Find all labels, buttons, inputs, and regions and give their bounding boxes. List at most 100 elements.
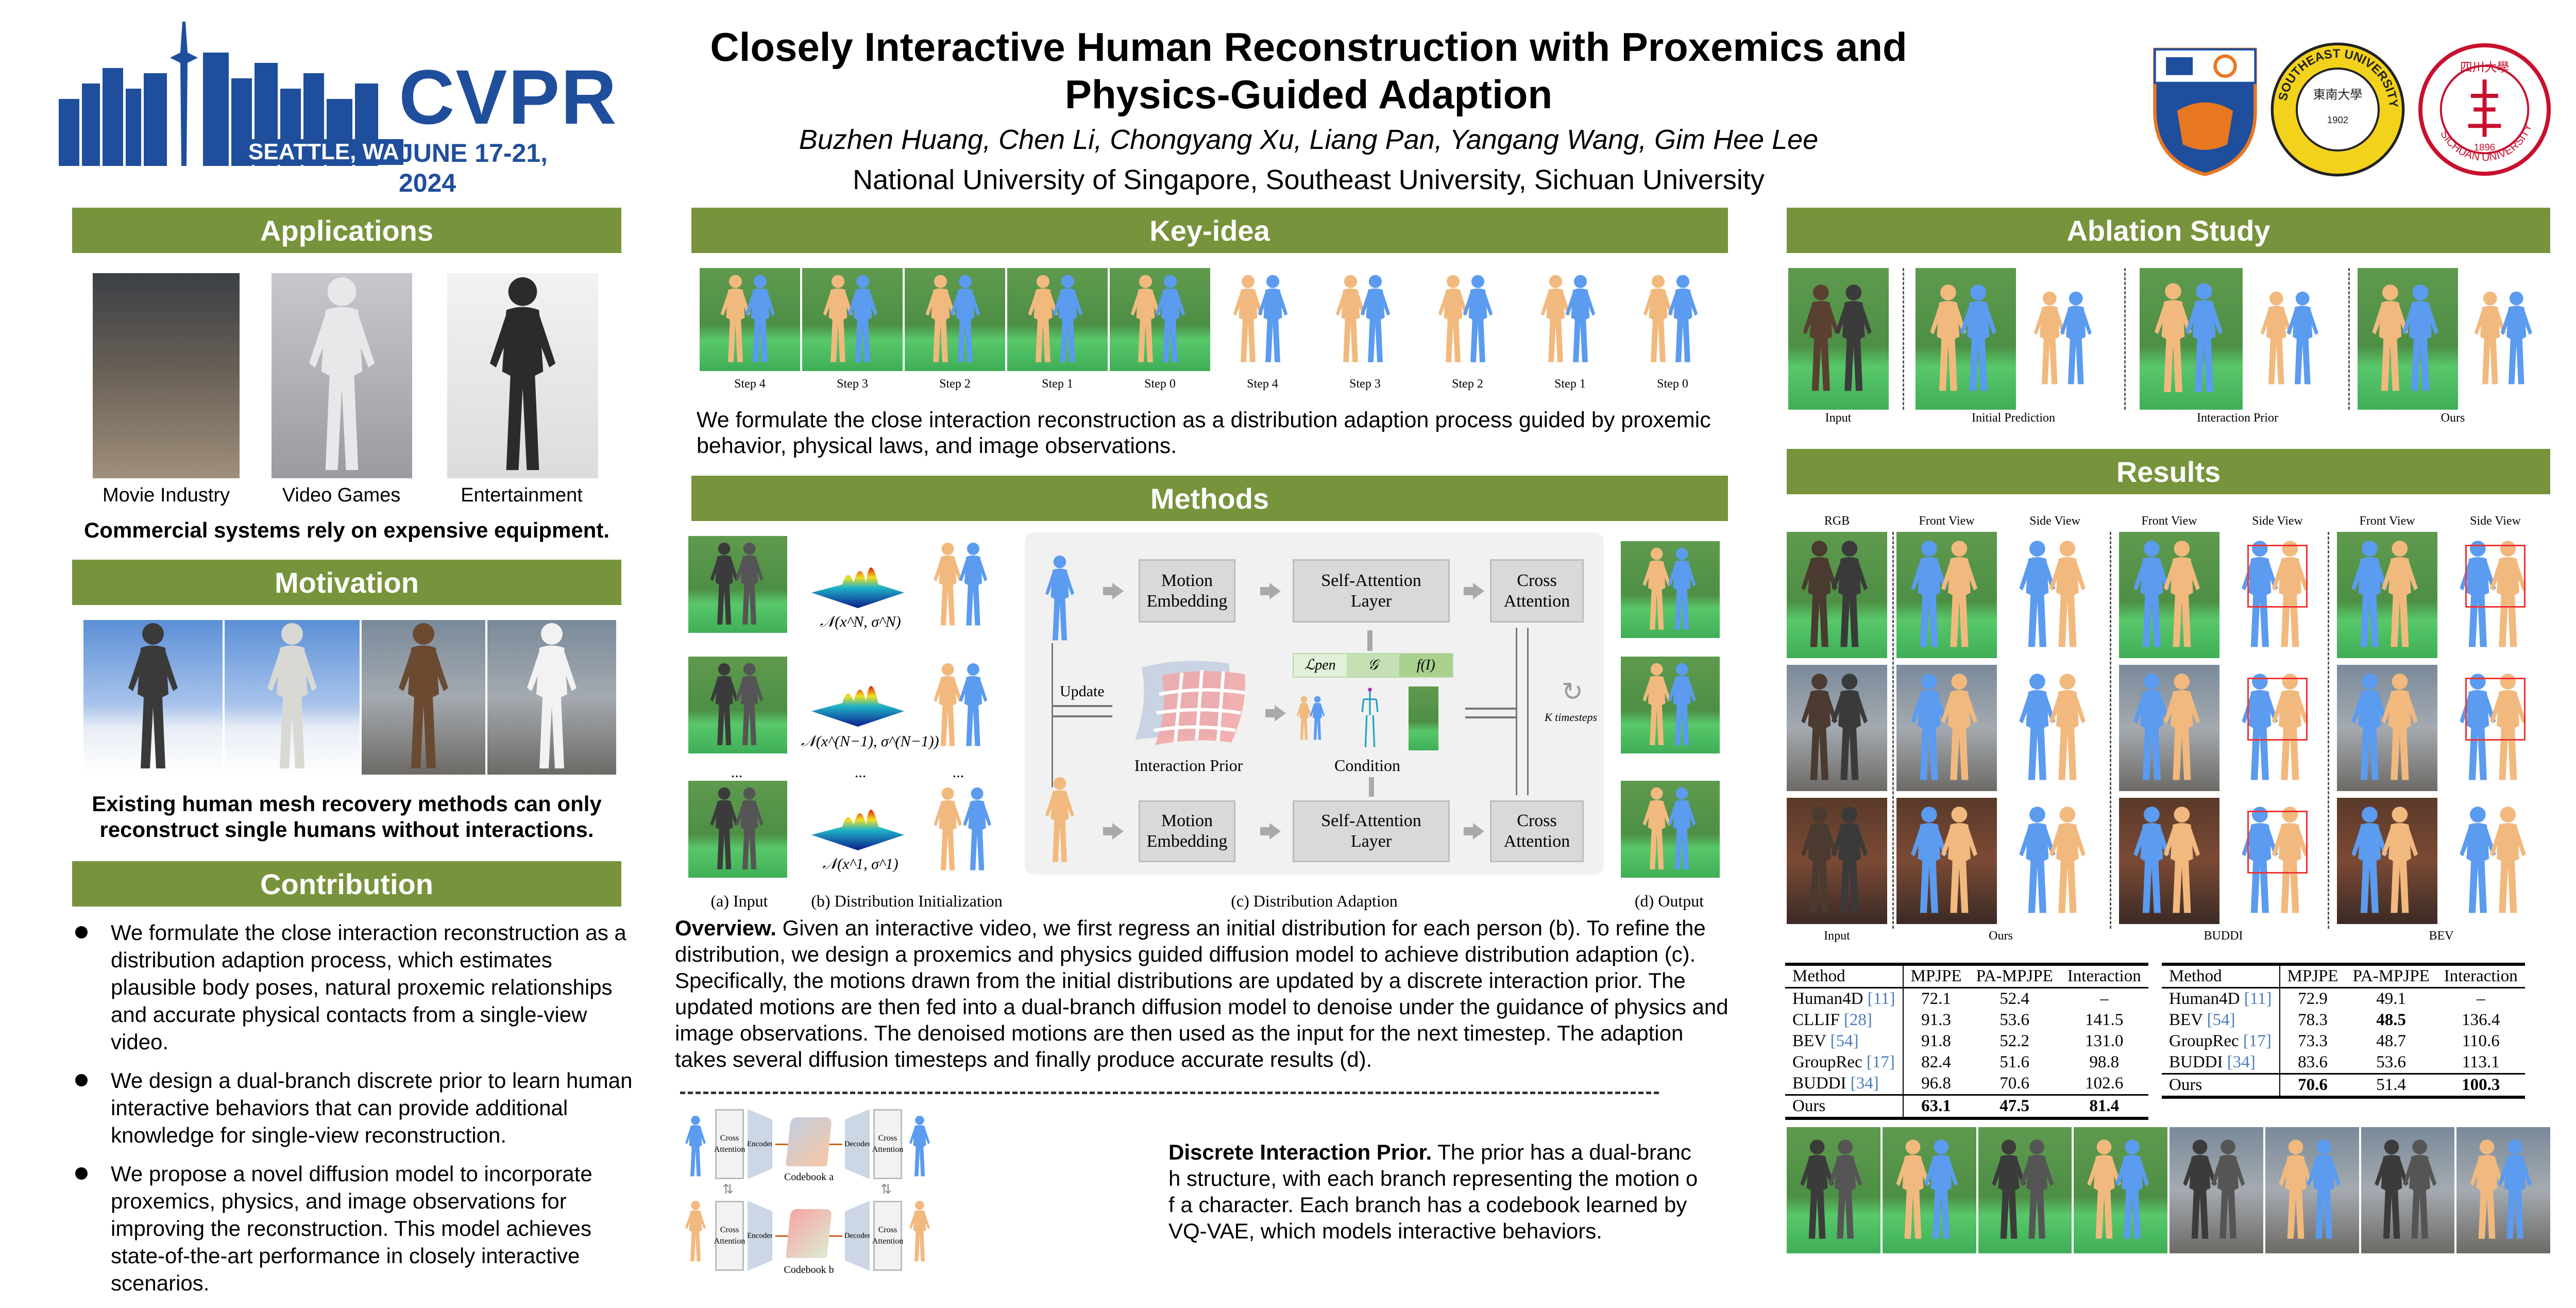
key-idea-frame <box>905 268 1005 371</box>
column-label: Side View <box>2029 514 2080 528</box>
caption-input: (a) Input <box>710 892 768 910</box>
contribution-header: Contribution <box>72 861 621 907</box>
key-idea-frame <box>1417 268 1518 371</box>
value-cell: 91.8 <box>1921 1032 1951 1050</box>
result-view <box>2119 798 2219 924</box>
citation-link[interactable]: [54] <box>2207 1011 2235 1029</box>
column-header: MPJPE <box>1910 967 1962 985</box>
codebook-b-icon <box>786 1209 832 1258</box>
condition-connector <box>1465 708 1517 710</box>
overview-label: Overview. <box>675 916 776 940</box>
key-idea-text: We formulate the close interaction recon… <box>697 408 1711 458</box>
contribution-item: We propose a novel diffusion model to in… <box>72 1160 634 1297</box>
result-view <box>2227 532 2328 658</box>
method-cell: Ours <box>2162 1074 2280 1097</box>
result-view <box>2005 665 2105 791</box>
method-cell: Human4D [11] <box>2162 987 2280 1010</box>
codebook-b-label: Codebook b <box>784 1264 834 1276</box>
value-cell: 98.8 <box>2089 1053 2120 1071</box>
ellipsis: ... <box>854 764 867 781</box>
contribution-list: We formulate the close interaction recon… <box>72 919 634 1308</box>
gaussian-surface-icon <box>811 809 904 850</box>
value-cell: 48.5 <box>2376 1011 2406 1029</box>
method-name: GroupRec <box>1792 1053 1862 1071</box>
method-cell: Ours <box>1785 1095 1904 1118</box>
gaussian-surface-icon <box>811 567 904 608</box>
group-label: Input <box>1824 929 1850 943</box>
value-cell: 51.6 <box>1999 1053 2030 1071</box>
gaussian-surface-icon <box>811 685 904 727</box>
column-header: PA-MPJPE <box>2352 967 2430 985</box>
entertainment-image <box>447 273 598 478</box>
method-cell: GroupRec [17] <box>1785 1052 1904 1073</box>
step-label: Step 2 <box>1452 377 1483 391</box>
motivation-image-breakdance-mesh <box>487 620 616 775</box>
qualitative-result-image <box>1882 1127 1976 1253</box>
divider <box>1903 268 1904 410</box>
initial-meshes <box>934 663 988 746</box>
value-cell: 96.8 <box>1921 1074 1951 1093</box>
self-attention-bottom: Self-Attention Layer <box>1293 800 1450 862</box>
citation-link[interactable]: [11] <box>2244 990 2272 1008</box>
results-strip <box>1787 1127 2550 1253</box>
group-label: BUDDI <box>2204 929 2243 943</box>
ablation-input-image <box>1788 268 1889 410</box>
k-timesteps-label: K timesteps <box>1544 711 1598 724</box>
blue-person-mesh <box>1042 552 1078 645</box>
citation-link[interactable]: [54] <box>1830 1032 1859 1050</box>
orange-person-mesh <box>683 1193 708 1270</box>
group-label: Ours <box>1989 929 2013 943</box>
arrow-right-icon <box>1464 583 1484 599</box>
citation-link[interactable]: [34] <box>1850 1074 1879 1093</box>
motivation-note-line-1: Existing human mesh recovery methods can… <box>92 792 602 816</box>
svg-text:東南大學: 東南大學 <box>2313 88 2362 102</box>
arrow-right-icon <box>1265 705 1286 722</box>
citation-link[interactable]: [28] <box>1843 1011 1872 1029</box>
result-view <box>2005 532 2105 658</box>
arrow-up-down-icon: ⇅ <box>880 1181 892 1197</box>
column-header: Method <box>1785 964 1904 988</box>
method-cell: CLLIF [28] <box>1785 1010 1904 1031</box>
discrete-prior-text: Discrete Interaction Prior. The prior ha… <box>1168 1139 1735 1244</box>
prior-line: f a character. Each branch has a codeboo… <box>1168 1193 1687 1217</box>
condition-meshes <box>1296 696 1325 740</box>
table-header-row: Method MPJPE PA-MPJPE Interaction <box>1785 964 2148 988</box>
divider <box>2124 268 2126 410</box>
citation-link[interactable]: [11] <box>1867 990 1895 1008</box>
output-frame <box>1621 541 1720 638</box>
column-label: Side View <box>2470 514 2521 528</box>
value-cell: 51.4 <box>2376 1076 2406 1094</box>
arrow-right-icon <box>1260 583 1281 599</box>
result-view <box>1896 665 1997 791</box>
table-row: BEV [54] 91.8 52.2 131.0 <box>1785 1031 2148 1052</box>
arrow-up-icon <box>1367 630 1372 651</box>
result-view <box>2005 798 2105 924</box>
update-arrow <box>1053 705 1112 707</box>
prior-line: The prior has a dual-branc <box>1432 1140 1691 1164</box>
distribution-column: 𝒩(x^N, σ^N) 𝒩(x^(N−1), σ^(N−1)) ... 𝒩(x^… <box>801 531 939 892</box>
arrow-down-icon <box>1369 777 1374 797</box>
key-idea-frame <box>1622 268 1723 371</box>
citation-link[interactable]: [34] <box>2227 1053 2256 1071</box>
citation-link[interactable]: [17] <box>1866 1053 1895 1071</box>
condition-strip: ℒpen 𝒢 f(I) <box>1293 653 1453 678</box>
method-name: BUDDI <box>2169 1053 2223 1071</box>
application-label-games: Video Games <box>282 484 401 506</box>
value-cell: – <box>2099 990 2109 1008</box>
qualitative-result-image <box>2361 1127 2455 1253</box>
results-header: Results <box>1787 449 2550 494</box>
value-cell: 53.6 <box>1999 1011 2030 1029</box>
cvpr-logo: CVPR SEATTLE, WA JUNE 17-21, 2024 <box>59 16 617 197</box>
cross-attention-top: Cross Attention <box>1490 559 1584 623</box>
value-cell: 113.1 <box>2462 1053 2500 1071</box>
table-row-ours: Ours 70.6 51.4 100.3 <box>2162 1074 2525 1097</box>
result-view <box>2119 665 2219 791</box>
orange-person-mesh <box>1042 774 1078 867</box>
step-label: Step 3 <box>1349 377 1381 391</box>
output-frame <box>1621 657 1720 753</box>
group-label: BEV <box>2429 929 2454 943</box>
value-cell: 52.4 <box>1999 990 2030 1008</box>
method-cell: BUDDI [34] <box>2162 1052 2280 1074</box>
citation-link[interactable]: [17] <box>2243 1032 2272 1050</box>
motivation-image-snowboard <box>83 620 223 775</box>
